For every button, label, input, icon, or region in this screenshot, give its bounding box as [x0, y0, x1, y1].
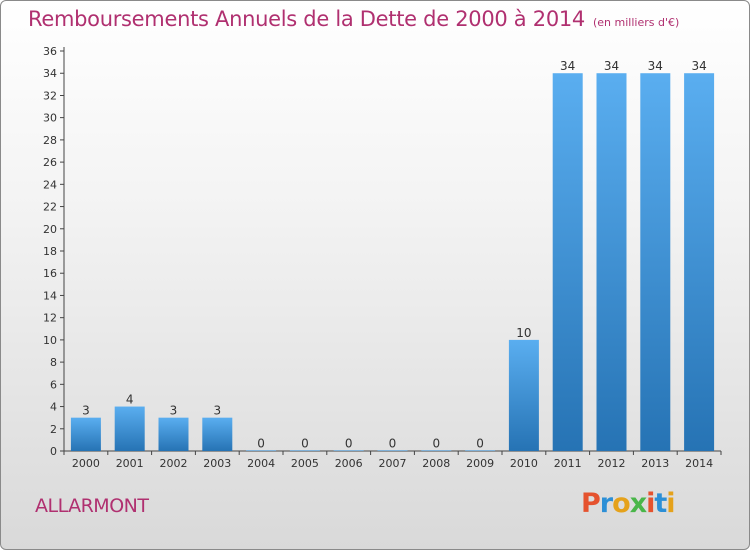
data-label-2003: 3 — [213, 404, 221, 418]
y-tick-label: 36 — [43, 45, 57, 58]
y-tick-label: 20 — [43, 223, 57, 236]
bar-2000 — [70, 417, 101, 451]
y-tick-label: 24 — [43, 178, 57, 191]
bar-2008 — [421, 450, 452, 451]
y-tick-label: 4 — [50, 401, 57, 414]
logo-letter: i — [666, 488, 675, 519]
y-tick-label: 2 — [50, 423, 57, 436]
commune-name: ALLARMONT — [35, 495, 149, 517]
x-tick-label: 2001 — [116, 457, 144, 470]
data-label-2012: 34 — [604, 59, 619, 73]
data-label-2007: 0 — [389, 436, 397, 450]
y-tick-label: 32 — [43, 89, 57, 102]
y-tick-label: 16 — [43, 267, 57, 280]
bar-2007 — [377, 450, 408, 451]
bar-2006 — [333, 450, 364, 451]
data-label-2010: 10 — [516, 326, 531, 340]
bar-2010 — [508, 339, 539, 451]
y-tick-label: 14 — [43, 289, 57, 302]
data-label-2004: 0 — [257, 436, 265, 450]
y-tick-label: 28 — [43, 134, 57, 147]
logo-letter: t — [654, 488, 667, 519]
bar-2013 — [640, 73, 671, 451]
x-tick-label: 2011 — [554, 457, 582, 470]
x-axis: 2000 2001 2002 2003 2004 2005 2006 2007 2008 2009… — [63, 450, 722, 470]
bar-2012 — [596, 73, 627, 451]
x-tick-label: 2003 — [203, 457, 231, 470]
data-label-2005: 0 — [301, 436, 309, 450]
bar-2001 — [114, 406, 145, 451]
data-label-2011: 34 — [560, 59, 575, 73]
y-tick-label: 10 — [43, 334, 57, 347]
x-tick-label: 2002 — [160, 457, 188, 470]
bar-2004 — [246, 450, 277, 451]
bars — [70, 73, 715, 451]
data-label-2014: 34 — [691, 59, 706, 73]
x-tick-label: 2009 — [466, 457, 494, 470]
x-tick-label: 2007 — [379, 457, 407, 470]
bar-2014 — [684, 73, 715, 451]
x-tick-label: 2004 — [247, 457, 275, 470]
logo-letter: o — [612, 488, 631, 519]
bar-2005 — [289, 450, 320, 451]
data-label-2001: 4 — [126, 393, 134, 407]
data-label-2000: 3 — [82, 404, 90, 418]
y-tick-label: 8 — [50, 356, 57, 369]
y-tick-label: 34 — [43, 67, 57, 80]
y-tick-label: 18 — [43, 245, 57, 258]
x-tick-label: 2014 — [685, 457, 713, 470]
bar-2003 — [202, 417, 233, 451]
data-label-2006: 0 — [345, 436, 353, 450]
x-tick-label: 2008 — [422, 457, 450, 470]
x-tick-label: 2013 — [641, 457, 669, 470]
y-tick-label: 22 — [43, 201, 57, 214]
logo-letter: i — [646, 488, 655, 519]
logo-letter: r — [599, 488, 613, 519]
chart-title-text: Remboursements Annuels de la Dette de 20… — [28, 7, 585, 31]
data-label-2009: 0 — [476, 436, 484, 450]
bar-2011 — [552, 73, 583, 451]
x-tick-label: 2012 — [598, 457, 626, 470]
x-tick-label: 2006 — [335, 457, 363, 470]
y-tick-label: 30 — [43, 112, 57, 125]
data-label-2013: 34 — [648, 59, 663, 73]
bar-2002 — [158, 417, 189, 451]
bar-2009 — [465, 450, 496, 451]
data-label-2002: 3 — [170, 404, 178, 418]
data-label-2008: 0 — [432, 436, 440, 450]
chart-subtitle: (en milliers d'€) — [593, 16, 680, 29]
proxiti-logo[interactable]: Proxiti — [581, 488, 676, 519]
x-tick-label: 2000 — [72, 457, 100, 470]
x-tick-label: 2005 — [291, 457, 319, 470]
y-tick-label: 6 — [50, 378, 57, 391]
y-tick-label: 0 — [50, 445, 57, 458]
logo-letter: x — [629, 488, 647, 519]
y-tick-label: 12 — [43, 312, 57, 325]
logo-letter: P — [581, 488, 601, 519]
chart-title: Remboursements Annuels de la Dette de 20… — [28, 7, 679, 31]
x-tick-label: 2010 — [510, 457, 538, 470]
y-tick-label: 26 — [43, 156, 57, 169]
